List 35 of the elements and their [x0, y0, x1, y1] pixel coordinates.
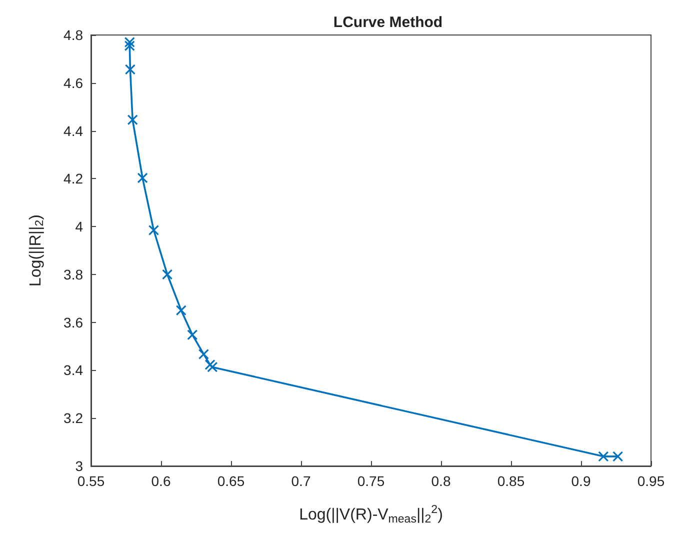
- y-tick-label: 4.8: [64, 27, 84, 43]
- x-tick-label: 0.55: [77, 473, 105, 489]
- y-tick-label: 4: [75, 218, 84, 235]
- y-tick-label: 3.4: [64, 362, 84, 378]
- point: [137, 172, 148, 184]
- y-tick-label: 3: [75, 458, 84, 474]
- y-tick-label: 3.6: [64, 314, 84, 330]
- y-tick-label: 3.8: [64, 266, 84, 282]
- x-tick-label: 0.75: [357, 473, 385, 489]
- point: [207, 362, 218, 372]
- x-tick-label: 0.95: [637, 473, 665, 489]
- x-tick-label: 0.65: [217, 473, 245, 489]
- y-axis-title: Log(||R||2): [28, 214, 46, 286]
- point: [124, 64, 136, 75]
- point: [204, 359, 216, 370]
- point: [598, 451, 609, 462]
- y-tick-label: 3.2: [64, 410, 84, 426]
- point: [612, 451, 624, 462]
- point: [162, 269, 173, 280]
- point: [176, 305, 186, 316]
- y-tick-label: 4.2: [64, 170, 84, 187]
- y-tick-label: 4.4: [64, 122, 84, 139]
- x-tick-label: 0.7: [291, 473, 311, 489]
- x-tick-label: 0.8: [431, 473, 451, 489]
- x-tick-label: 0.9: [571, 473, 591, 489]
- point: [127, 114, 138, 126]
- chart-title: LCurve Method: [333, 14, 443, 31]
- y-tick-label: 4.6: [64, 74, 84, 91]
- point: [187, 329, 198, 340]
- point: [124, 36, 135, 48]
- x-tick-label: 0.6: [151, 473, 171, 489]
- point: [124, 40, 135, 52]
- x-tick-label: 0.85: [497, 473, 525, 489]
- point: [148, 224, 160, 236]
- point: [198, 348, 209, 360]
